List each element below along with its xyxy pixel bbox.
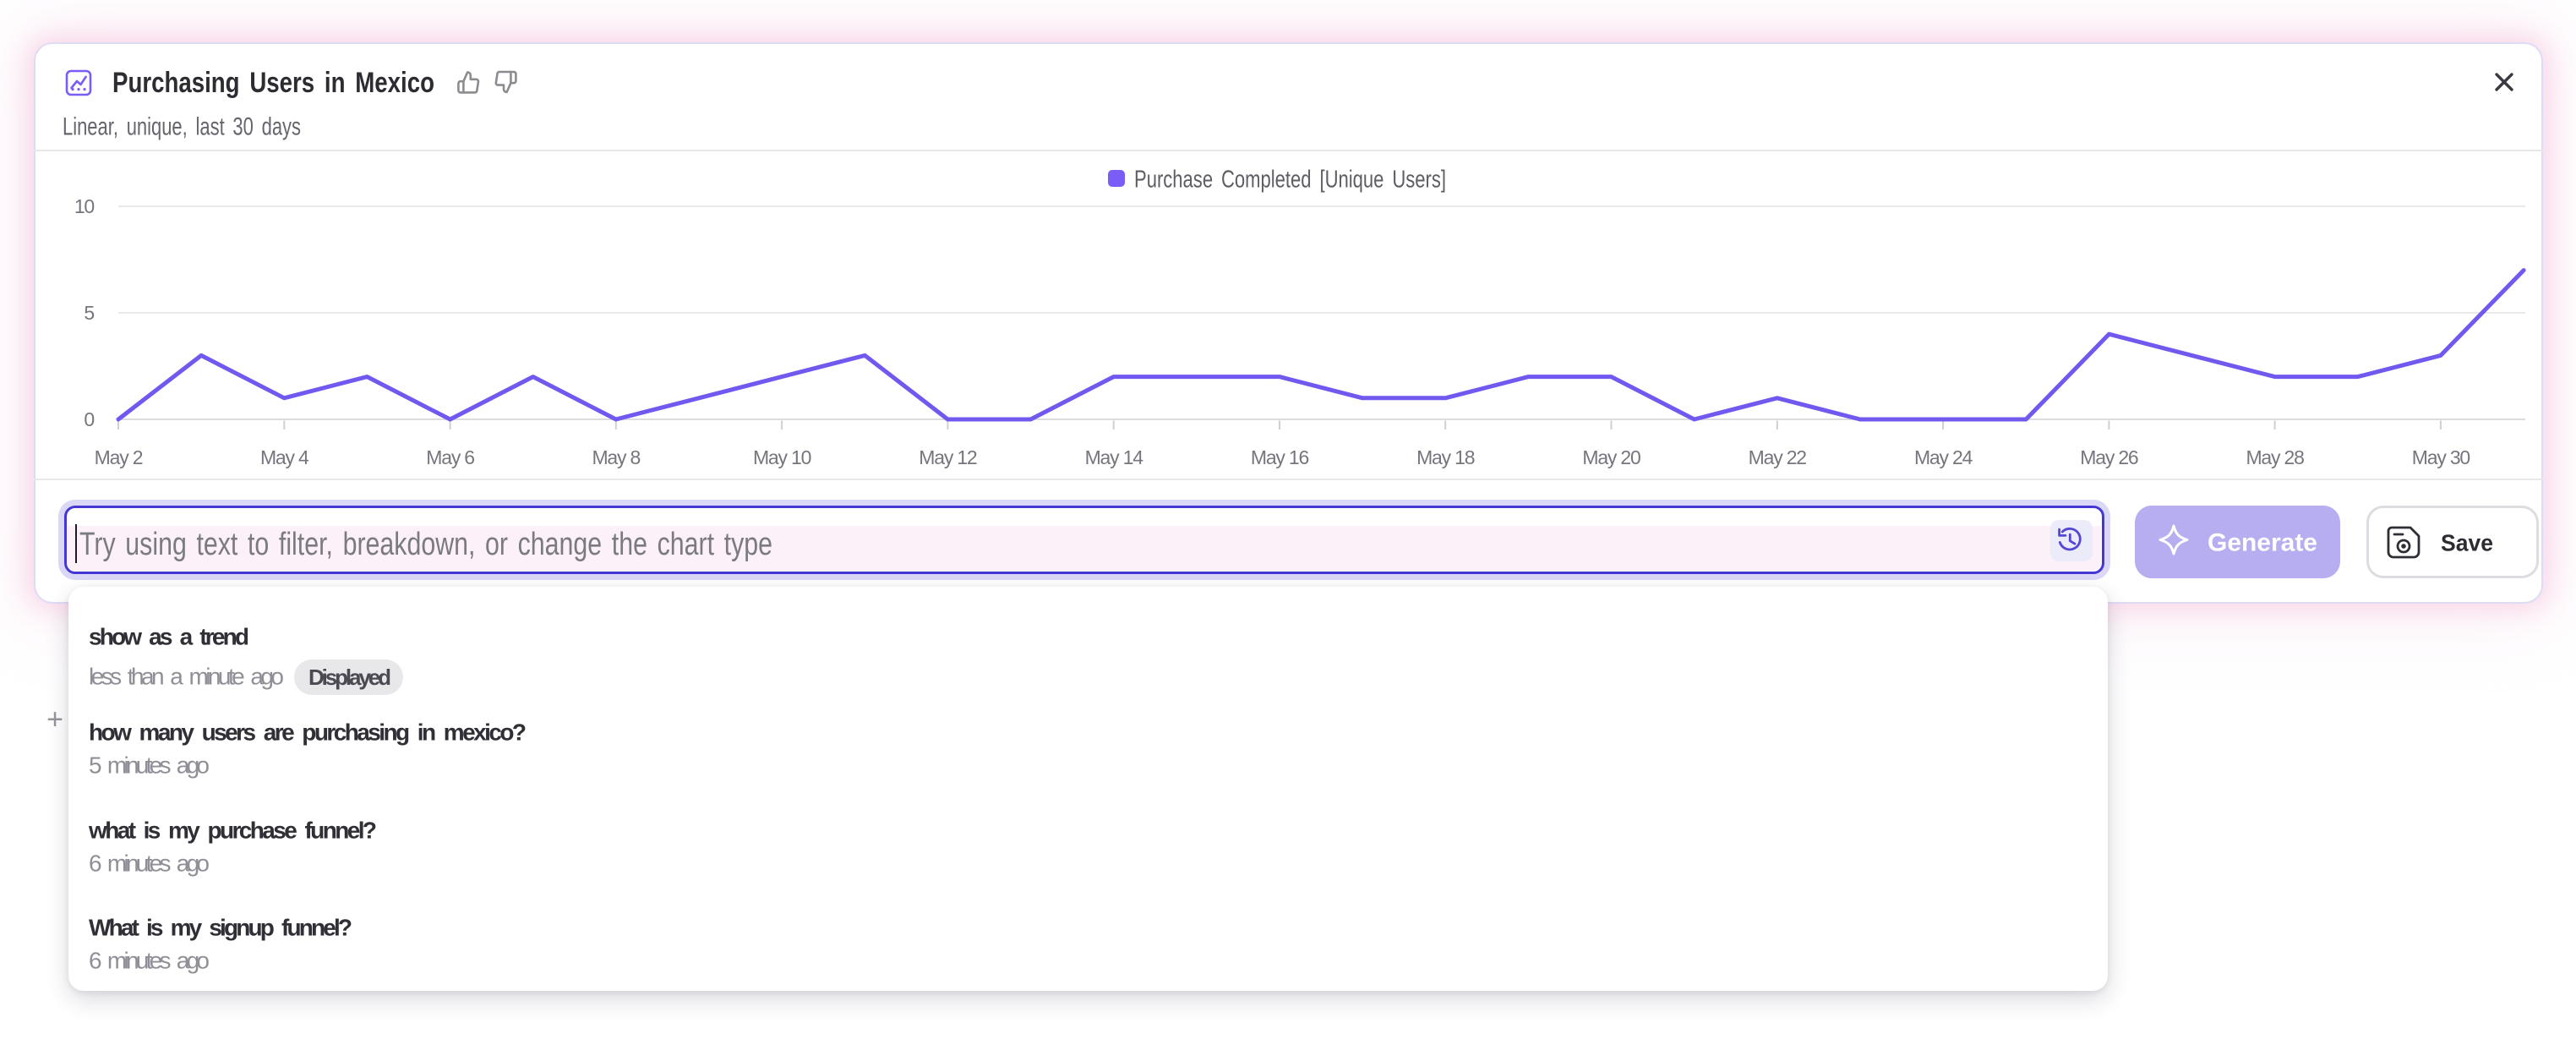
svg-text:what is my purchase funnel?: what is my purchase funnel? [88, 818, 377, 844]
svg-text:May 30: May 30 [2412, 446, 2470, 468]
svg-text:6 minutes ago: 6 minutes ago [89, 851, 210, 877]
svg-text:May 8: May 8 [592, 446, 640, 468]
svg-text:May 18: May 18 [1416, 446, 1475, 468]
svg-text:less than a minute ago: less than a minute ago [89, 664, 284, 690]
svg-text:May 12: May 12 [919, 446, 977, 468]
svg-text:Purchase Completed [Unique Use: Purchase Completed [Unique Users] [1134, 167, 1446, 194]
svg-text:May 10: May 10 [753, 446, 811, 468]
svg-text:Generate: Generate [2208, 529, 2317, 557]
svg-text:5: 5 [84, 302, 94, 324]
svg-text:show as a trend: show as a trend [89, 624, 249, 650]
svg-text:May 26: May 26 [2080, 446, 2138, 468]
svg-text:May 16: May 16 [1251, 446, 1309, 468]
svg-text:Linear, unique, last 30 days: Linear, unique, last 30 days [63, 113, 301, 141]
svg-text:how many users are purchasing: how many users are purchasing in mexico? [89, 719, 527, 746]
svg-text:10: 10 [74, 195, 95, 217]
svg-text:May 6: May 6 [426, 446, 474, 468]
svg-text:May 14: May 14 [1085, 446, 1144, 468]
svg-text:May 2: May 2 [95, 446, 143, 468]
svg-text:May 22: May 22 [1749, 446, 1807, 468]
svg-text:What is my signup funnel?: What is my signup funnel? [89, 915, 352, 941]
svg-text:May 4: May 4 [260, 446, 309, 468]
svg-text:Purchasing Users in Mexico: Purchasing Users in Mexico [112, 67, 434, 99]
svg-text:Displayed: Displayed [308, 665, 391, 690]
svg-text:Try using text to filter, brea: Try using text to filter, breakdown, or … [79, 527, 772, 562]
svg-text:5 minutes ago: 5 minutes ago [89, 752, 210, 779]
svg-text:May 24: May 24 [1914, 446, 1973, 468]
svg-text:May 28: May 28 [2246, 446, 2304, 468]
svg-text:6 minutes ago: 6 minutes ago [89, 948, 210, 974]
svg-text:0: 0 [84, 408, 94, 430]
svg-text:May 20: May 20 [1582, 446, 1640, 468]
svg-text:Save: Save [2441, 530, 2493, 556]
